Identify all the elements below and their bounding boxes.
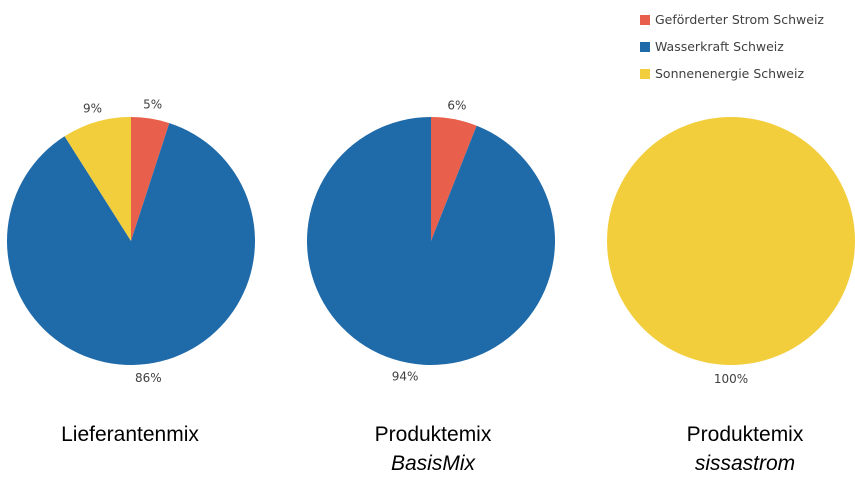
pie-slice-wasserkraft-schweiz bbox=[306, 116, 555, 365]
pie-slice-wasserkraft-schweiz bbox=[6, 123, 255, 365]
pie-slice-gefoerderter-strom-schweiz bbox=[131, 117, 170, 241]
legend-swatch-sonnenenergie bbox=[640, 68, 650, 79]
data-label-wasserkraft-schweiz: 86% bbox=[135, 371, 162, 385]
legend-item-wasserkraft: Wasserkraft Schweiz bbox=[640, 33, 824, 60]
legend: Geförderter Strom Schweiz Wasserkraft Sc… bbox=[640, 6, 824, 87]
legend-label: Sonnenenergie Schweiz bbox=[655, 66, 805, 81]
legend-swatch-gefoerderter-strom bbox=[640, 14, 650, 25]
legend-label: Geförderter Strom Schweiz bbox=[655, 12, 824, 27]
caption-title: Lieferantenmix bbox=[61, 423, 199, 446]
caption-title: Produktemix bbox=[686, 423, 804, 446]
caption-produktemix-basismix: Produktemix BasisMix bbox=[303, 420, 563, 478]
data-label-sonnenenergie-schweiz: 100% bbox=[714, 372, 748, 386]
caption-lieferantenmix: Lieferantenmix bbox=[0, 420, 260, 449]
data-label-wasserkraft-schweiz: 94% bbox=[392, 370, 419, 384]
caption-subtitle: BasisMix bbox=[390, 452, 475, 475]
caption-produktemix-sissastrom: Produktemix sissastrom bbox=[615, 420, 855, 478]
pie-slice-gefoerderter-strom-schweiz bbox=[431, 117, 477, 241]
legend-item-gefoerderter-strom: Geförderter Strom Schweiz bbox=[640, 6, 824, 33]
pie-chart-3: 100% bbox=[607, 117, 855, 386]
caption-subtitle: sissastrom bbox=[694, 452, 796, 475]
legend-swatch-wasserkraft bbox=[640, 41, 650, 52]
legend-label: Wasserkraft Schweiz bbox=[655, 39, 784, 54]
data-label-gefoerderter-strom-schweiz: 5% bbox=[143, 98, 162, 112]
pie-chart-2: 6% 94% bbox=[306, 98, 555, 384]
legend-item-sonnenenergie: Sonnenenergie Schweiz bbox=[640, 60, 824, 87]
pie-slice-sonnenenergie-schweiz bbox=[64, 117, 131, 241]
data-label-gefoerderter-strom-schweiz: 6% bbox=[447, 98, 466, 112]
pie-chart-1: 5% 86% 9% bbox=[6, 98, 255, 385]
pie-slice-sonnenenergie-schweiz bbox=[607, 117, 855, 365]
data-label-sonnenenergie-schweiz: 9% bbox=[83, 102, 102, 116]
caption-title: Produktemix bbox=[374, 423, 492, 446]
